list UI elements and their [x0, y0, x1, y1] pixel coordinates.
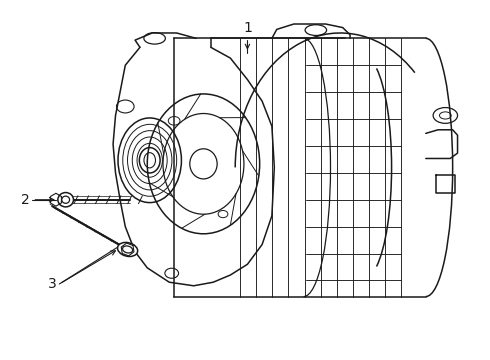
Text: 3: 3: [48, 277, 57, 291]
Ellipse shape: [58, 193, 74, 207]
Text: 1: 1: [243, 21, 252, 35]
Ellipse shape: [118, 242, 138, 256]
Text: 2: 2: [21, 193, 30, 207]
